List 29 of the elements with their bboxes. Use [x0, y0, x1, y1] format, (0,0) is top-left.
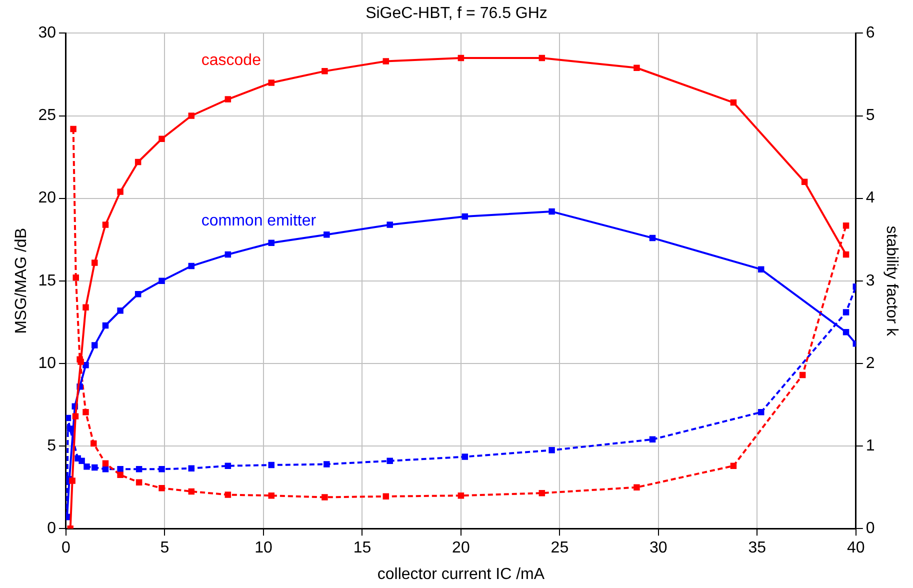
- y2-tick-label: 4: [866, 190, 875, 207]
- y-tick-label: 5: [47, 437, 56, 454]
- y-tick-label: 10: [38, 354, 56, 372]
- y-tick-label: 15: [38, 272, 56, 290]
- x-tick-label: 25: [550, 540, 569, 557]
- y2-tick-label: 1: [866, 437, 875, 454]
- series-label: common emitter: [201, 212, 317, 230]
- chart-title: SiGeC-HBT, f = 76.5 GHz: [366, 5, 548, 22]
- x-tick-label: 5: [160, 540, 170, 557]
- x-tick-label: 10: [254, 540, 272, 557]
- x-axis-title: collector current IC /mA: [377, 566, 545, 583]
- x-tick-label: 20: [452, 540, 470, 557]
- y2-tick-label: 5: [866, 107, 875, 124]
- y2-axis-title: stability factor k: [882, 226, 900, 338]
- y-tick-label: 30: [38, 24, 56, 42]
- y2-tick-label: 2: [866, 354, 875, 372]
- series-label: cascode: [201, 52, 262, 70]
- x-tick-label: 40: [847, 540, 865, 557]
- y-tick-label: 0: [47, 520, 56, 538]
- y-tick-label: 25: [38, 107, 56, 124]
- x-tick-label: 0: [62, 540, 71, 557]
- y2-tick-label: 0: [866, 520, 875, 538]
- y2-tick-label: 6: [866, 24, 875, 42]
- x-tick-label: 35: [748, 540, 766, 557]
- y-tick-label: 20: [38, 190, 56, 207]
- x-tick-label: 30: [650, 540, 668, 557]
- y-axis-title: MSG/MAG /dB: [13, 228, 30, 334]
- y2-tick-label: 3: [866, 272, 875, 290]
- x-tick-label: 15: [353, 540, 372, 557]
